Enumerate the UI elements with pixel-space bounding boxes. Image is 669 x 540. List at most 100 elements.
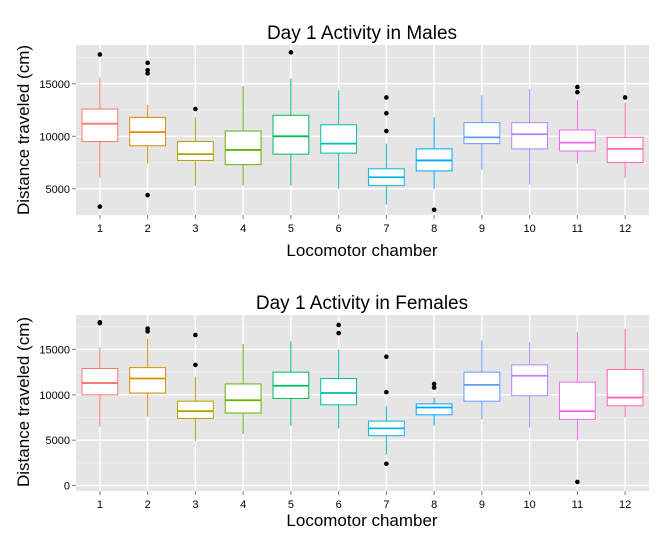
box-iqr — [224, 383, 262, 414]
box-chamber-11 — [558, 332, 596, 485]
outlier-point — [384, 389, 389, 395]
outlier-point — [384, 95, 389, 100]
chart-title: Day 1 Activity in Females — [256, 293, 468, 314]
x-tick-label: 5 — [288, 499, 294, 511]
box-chamber-11 — [558, 84, 596, 164]
chart-title: Day 1 Activity in Males — [267, 23, 457, 44]
y-tick-label: 15000 — [39, 344, 70, 356]
outlier-point — [336, 330, 341, 336]
x-tick-label: 3 — [192, 223, 198, 235]
outlier-point — [384, 128, 389, 134]
x-tick-label: 6 — [336, 499, 342, 511]
box-iqr — [272, 114, 310, 155]
outlier-point — [145, 326, 150, 331]
box-chamber-6 — [320, 322, 358, 429]
x-tick-label: 10 — [524, 499, 536, 511]
panel-background — [76, 315, 649, 491]
box-chamber-1 — [81, 319, 119, 427]
outlier-point — [384, 461, 389, 467]
x-tick-label: 7 — [383, 499, 389, 511]
box-iqr — [463, 371, 501, 402]
panel-background — [76, 45, 649, 215]
box-chamber-10 — [511, 342, 549, 428]
x-tick-label: 12 — [619, 223, 631, 235]
x-tick-label: 4 — [240, 499, 246, 511]
outlier-point — [431, 385, 437, 390]
box-iqr — [320, 124, 358, 154]
box-chamber-4 — [224, 85, 262, 186]
outlier-point — [384, 354, 389, 360]
box-chamber-12 — [606, 95, 644, 179]
x-tick-label: 9 — [479, 223, 485, 235]
outlier-point — [431, 381, 437, 387]
x-tick-label: 3 — [192, 499, 198, 511]
x-tick-label: 1 — [97, 223, 103, 235]
box-iqr — [81, 368, 119, 396]
box-iqr — [176, 141, 214, 161]
box-chamber-6 — [320, 90, 358, 189]
outlier-point — [288, 50, 294, 55]
box-iqr — [224, 130, 262, 166]
x-tick-label: 8 — [431, 223, 437, 235]
box-iqr — [176, 400, 214, 419]
box-chamber-3 — [176, 106, 214, 186]
box-chamber-2 — [129, 326, 167, 417]
x-tick-label: 6 — [336, 223, 342, 235]
box-chamber-3 — [176, 332, 214, 442]
outlier-point — [575, 89, 580, 95]
box-chamber-4 — [224, 344, 262, 434]
box-chamber-12 — [606, 328, 644, 418]
box-chamber-5 — [272, 341, 310, 426]
x-tick-label: 7 — [383, 223, 389, 235]
outlier-point — [97, 52, 103, 57]
x-tick-label: 11 — [572, 499, 583, 511]
y-tick-label: 5000 — [46, 435, 70, 447]
box-chamber-8 — [415, 117, 453, 213]
outlier-point — [145, 67, 150, 73]
x-tick-label: 2 — [145, 223, 151, 235]
box-iqr — [558, 381, 596, 420]
outlier-point — [145, 60, 150, 66]
x-tick-label: 4 — [240, 223, 246, 235]
y-tick-label: 5000 — [46, 184, 70, 196]
outlier-point — [193, 332, 198, 338]
x-tick-label: 1 — [97, 499, 103, 511]
box-iqr — [415, 403, 453, 416]
x-tick-label: 10 — [524, 223, 536, 235]
outlier-point — [97, 204, 103, 209]
box-iqr — [606, 368, 644, 407]
box-chamber-7 — [367, 354, 405, 467]
females-chart: Day 1 Activity in Females 0 5000 10000 1500… — [14, 293, 649, 530]
outlier-point — [336, 322, 341, 328]
box-chamber-1 — [81, 52, 119, 209]
outlier-point — [575, 479, 580, 485]
y-tick-label: 15000 — [39, 79, 70, 91]
x-tick-label: 11 — [572, 223, 583, 235]
y-axis-label: Distance traveled (cm) — [14, 317, 33, 487]
outlier-point — [193, 362, 198, 368]
outlier-point — [622, 95, 628, 100]
box-chamber-7 — [367, 95, 405, 205]
box-iqr — [81, 108, 119, 143]
y-tick-label: 10000 — [39, 131, 70, 143]
box-iqr — [511, 122, 549, 150]
outlier-point — [384, 110, 389, 116]
outlier-point — [575, 84, 580, 90]
x-tick-label: 8 — [431, 499, 437, 511]
x-tick-label: 2 — [145, 499, 151, 511]
box-chamber-2 — [129, 60, 167, 198]
outlier-point — [145, 71, 150, 76]
box-iqr — [558, 129, 596, 152]
box-chamber-5 — [272, 50, 310, 186]
box-iqr — [606, 136, 644, 164]
box-iqr — [463, 122, 501, 145]
x-tick-label: 5 — [288, 223, 294, 235]
outlier-point — [193, 106, 198, 112]
outlier-point — [145, 192, 150, 198]
outlier-point — [431, 207, 437, 213]
x-tick-label: 9 — [479, 499, 485, 511]
box-chamber-9 — [463, 95, 501, 170]
